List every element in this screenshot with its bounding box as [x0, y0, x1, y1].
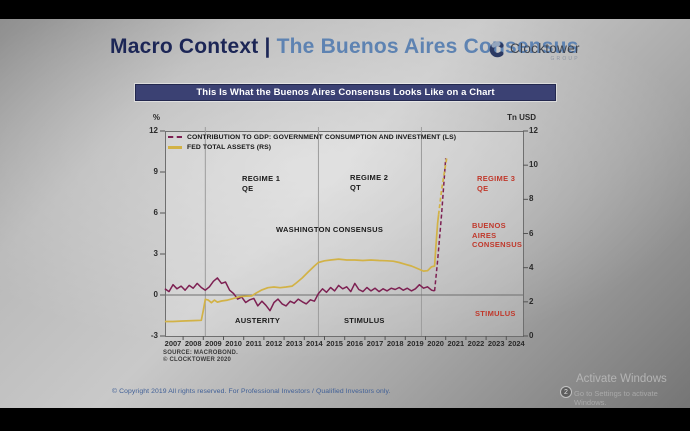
annotation-buenos-aires-consensus: BUENOS AIRES CONSENSUS [472, 221, 523, 249]
chart-source: SOURCE: MACROBOND. © CLOCKTOWER 2020 [163, 350, 238, 364]
right-axis-tick-label: 2 [529, 296, 534, 306]
annotation-stimulus: STIMULUS [344, 316, 385, 325]
x-axis-year-label: 2018 [386, 339, 404, 348]
source-line1: SOURCE: MACROBOND. [163, 350, 238, 356]
x-axis-year-label: 2024 [508, 339, 525, 348]
x-axis-year-label: 2017 [366, 339, 384, 348]
x-axis-year-label: 2014 [306, 339, 323, 348]
x-axis-year-label: 2022 [467, 339, 485, 348]
left-axis-tick-label: 9 [153, 166, 158, 176]
x-axis-year-label: 2010 [225, 339, 242, 348]
right-axis-tick-label: 10 [529, 160, 538, 170]
right-axis-tick-label: 8 [529, 194, 534, 204]
legend-item-gdp: CONTRIBUTION TO GDP: GOVERNMENT CONSUMPT… [168, 133, 456, 141]
page-title: Macro Context | The Buenos Aires Consens… [110, 35, 579, 59]
title-light: The Buenos Aires Consensus [270, 35, 579, 58]
x-axis-year-label: 2019 [407, 339, 424, 348]
annotation-regime3: REGIME 3 QE [477, 174, 516, 193]
annotation-austerity: AUSTERITY [235, 316, 281, 325]
annotation-regime1: REGIME 1 QE [242, 174, 281, 193]
right-axis-tick-label: 6 [529, 228, 534, 238]
source-line2: © CLOCKTOWER 2020 [163, 357, 232, 363]
legend-label-gdp: CONTRIBUTION TO GDP: GOVERNMENT CONSUMPT… [187, 133, 457, 141]
banner: This Is What the Buenos Aires Consensus … [135, 84, 556, 101]
left-axis-tick-label: 12 [149, 125, 158, 135]
x-axis-year-label: 2009 [205, 339, 222, 348]
fed-line-swatch-icon [168, 145, 182, 149]
activate-windows-subtitle: Go to Settings to activate Windows. [574, 389, 658, 407]
right-axis-unit: Tn USD [507, 113, 536, 122]
badge-icon: 2 [560, 386, 572, 398]
x-axis-year-label: 2013 [285, 339, 303, 348]
clocktower-logo: Clocktower GROUP [489, 41, 580, 63]
x-axis-year-label: 2011 [245, 339, 262, 348]
gdp-line-swatch-icon [168, 136, 182, 138]
x-axis-year-label: 2012 [265, 339, 283, 348]
x-axis-year-label: 2015 [326, 339, 343, 348]
legend-label-fed: FED TOTAL ASSETS (RS) [187, 143, 272, 151]
chart-legend: CONTRIBUTION TO GDP: GOVERNMENT CONSUMPT… [168, 133, 456, 151]
x-axis-year-label: 2016 [346, 339, 364, 348]
right-axis-tick-label: 0 [529, 331, 534, 340]
logo-subtitle: GROUP [550, 56, 580, 62]
copyright-footer: © Copyright 2019 All rights reserved. Fo… [112, 388, 391, 395]
logo-name: Clocktower [510, 41, 580, 56]
legend-item-fed: FED TOTAL ASSETS (RS) [168, 143, 456, 151]
annotation-stimulus-red: STIMULUS [475, 309, 516, 318]
x-axis-year-label: 2020 [427, 339, 444, 348]
clocktower-crescent-icon [489, 41, 506, 63]
x-axis-year-label: 2021 [447, 339, 465, 348]
annotation-regime2: REGIME 2 QT [350, 173, 389, 192]
banner-text: This Is What the Buenos Aires Consensus … [196, 87, 495, 98]
activate-windows-watermark: Activate Windows [576, 373, 667, 385]
x-axis-year-label: 2007 [164, 339, 182, 348]
right-axis-tick-label: 12 [529, 126, 538, 135]
right-axis-tick-label: 4 [529, 262, 534, 272]
left-axis-tick-label: 3 [153, 248, 158, 258]
title-bold: Macro Context | [110, 35, 271, 58]
x-axis-year-label: 2023 [487, 339, 505, 348]
chart-plot-area [165, 131, 524, 337]
x-axis-year-label: 2008 [184, 339, 202, 348]
left-axis-tick-label: 0 [153, 290, 158, 299]
left-axis-unit: % [152, 113, 160, 122]
slide-background [0, 19, 690, 408]
annotation-washington-consensus: WASHINGTON CONSENSUS [276, 225, 384, 234]
left-axis-tick-label: -3 [150, 331, 158, 340]
left-axis-tick-label: 6 [153, 207, 158, 217]
